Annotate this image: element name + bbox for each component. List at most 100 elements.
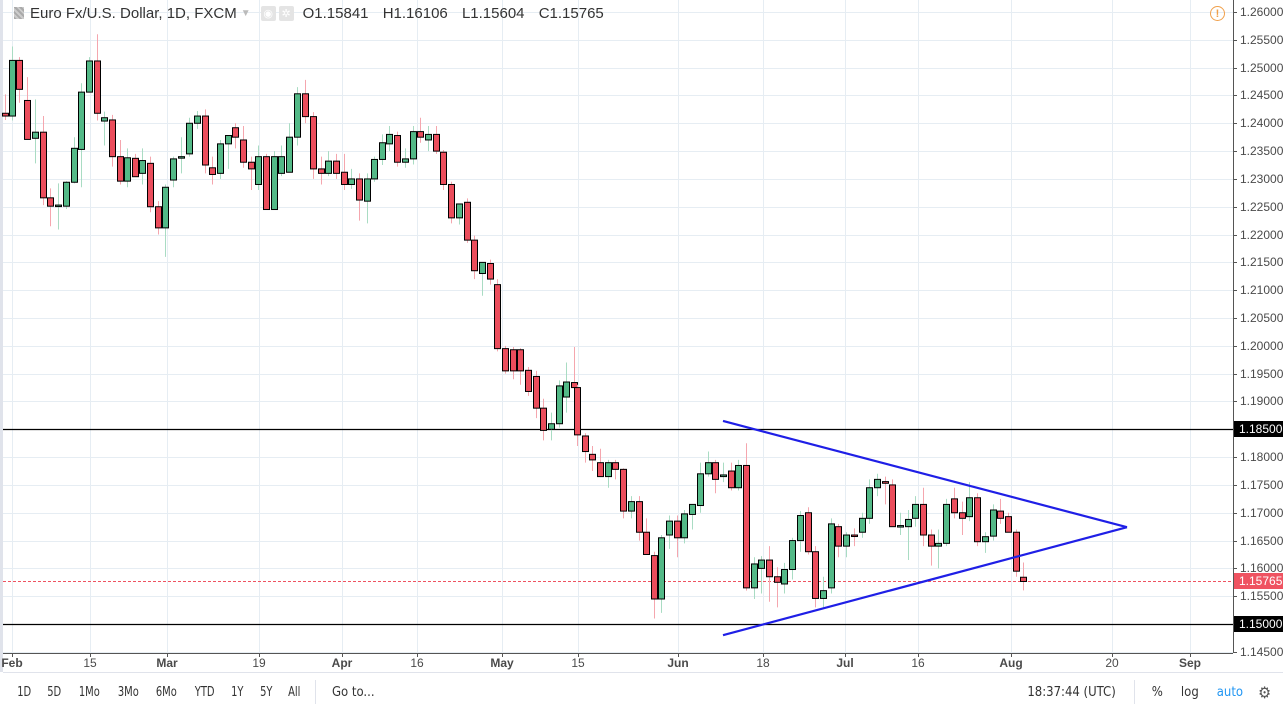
candle-body [9,59,16,117]
time-tick-label: 16 [410,656,424,670]
price-tick-label: 1.20500 [1240,311,1283,326]
candle-body [417,131,424,138]
candle-body [410,131,417,160]
candle-body [517,349,524,372]
price-tick-label: 1.22000 [1240,227,1283,242]
candle-body [643,531,650,555]
candle-body [605,462,612,478]
candle-body [32,131,39,139]
candle-body [356,178,363,201]
price-tick-label: 1.19500 [1240,366,1283,381]
range-6mo-button[interactable]: 6Mo [156,684,178,700]
candle-body [186,122,193,155]
symbol-drag-icon[interactable] [14,7,24,19]
range-1y-button[interactable]: 1Y [231,684,244,700]
candle-body [448,183,455,219]
candle-body [63,181,70,207]
candle-body [866,487,873,519]
candle-body [1005,516,1012,533]
candle-body [835,526,842,547]
range-5y-button[interactable]: 5Y [259,684,273,700]
candle-body [440,151,447,185]
candle-body [78,91,85,150]
level-price-label: 1.15000 [1234,616,1283,633]
candle-body [240,139,247,163]
candle-body [464,201,471,241]
gear-icon[interactable]: ✲ [278,5,294,21]
auto-scale-button[interactable]: auto [1216,684,1244,700]
price-tick-label: 1.18000 [1240,450,1283,465]
candle-body [16,59,23,90]
price-chart[interactable] [0,0,1283,672]
last-price-label: 1.15765 [1234,573,1283,590]
percent-scale-button[interactable]: % [1151,684,1163,700]
candle-body [935,542,942,547]
range-all-button[interactable]: All [288,684,301,700]
trendline-lower[interactable] [722,526,1128,637]
candle-body [1020,576,1027,582]
candle-body [951,498,958,514]
candle-body [525,369,532,392]
candle-body [620,468,627,512]
symbol-legend: Euro Fx/U.S. Dollar, 1D, FXCM ▼ ◉ ✲ O1.1… [14,3,614,23]
candle-body [379,142,386,160]
candle-body [209,167,216,175]
gear-icon[interactable]: ⚙ [1258,682,1271,702]
candle-body [47,197,54,207]
candle-body [582,435,589,453]
candle-body [781,569,788,585]
candle-body [170,158,177,181]
range-ytd-button[interactable]: YTD [194,684,215,700]
candle-body [563,381,570,398]
range-1d-button[interactable]: 1D [17,684,32,700]
candle-body [628,501,635,512]
time-tick-label: 16 [911,656,925,670]
price-tick-label: 1.20000 [1240,338,1283,353]
candle-body [943,503,950,544]
candle-body [751,563,758,589]
range-1mo-button[interactable]: 1Mo [78,684,100,700]
candle-body [479,261,486,275]
clock-time[interactable]: 18:37:44 (UTC) [1027,684,1116,700]
time-tick-label: Jun [667,656,689,670]
range-3mo-button[interactable]: 3Mo [117,684,139,700]
candle-body [271,156,278,211]
eye-icon[interactable]: ◉ [260,5,276,21]
price-tick-label: 1.25500 [1240,32,1283,47]
price-tick-label: 1.24500 [1240,88,1283,103]
candle-body [341,171,348,185]
symbol-title[interactable]: Euro Fx/U.S. Dollar, 1D, FXCM [30,4,237,22]
alert-warning-icon[interactable]: ! [1210,6,1225,21]
candle-body [55,204,62,208]
candle-body [728,470,735,489]
candle-body [294,93,301,138]
price-tick-label: 1.26000 [1240,5,1283,19]
candle-body [571,382,578,389]
candle-body [874,478,881,489]
time-tick-label: 20 [1105,656,1119,670]
candle-body [574,387,581,436]
candle-body [364,178,371,202]
candle-body [502,348,509,372]
candle-body [487,262,494,280]
candle-body [139,160,146,174]
candle-body [533,375,540,409]
candle-body [897,525,904,528]
candle-body [658,537,665,600]
trendline-upper[interactable] [722,419,1128,529]
toolbar-divider [314,680,316,704]
candle-body [147,162,154,208]
toolbar-divider [1133,680,1135,704]
candle-body [597,462,604,478]
time-tick-label: Sep [1178,656,1202,670]
range-5d-button[interactable]: 5D [47,684,62,700]
candle-body [494,284,501,350]
goto-date-button[interactable]: Go to... [331,684,375,700]
chevron-down-icon[interactable]: ▼ [240,7,251,19]
candle-body [194,115,201,124]
candle-body [40,131,47,199]
log-scale-button[interactable]: log [1180,684,1199,700]
candle-body [471,239,478,272]
candle-body [386,133,393,145]
